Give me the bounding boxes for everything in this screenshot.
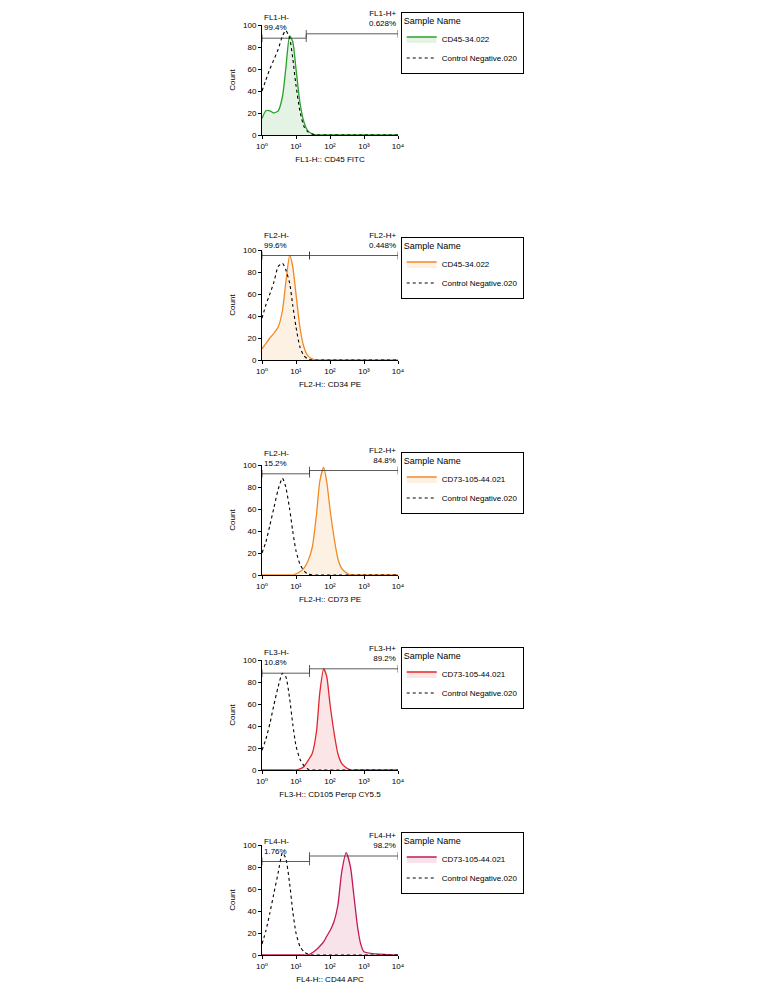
svg-text:Count: Count [228,294,237,316]
svg-text:10⁰: 10⁰ [256,582,268,591]
svg-text:10¹: 10¹ [290,777,302,786]
svg-text:FL2-H-99.6%: FL2-H-99.6% [264,231,289,250]
svg-text:100: 100 [243,656,257,665]
svg-text:100: 100 [243,246,257,255]
svg-text:10²: 10² [324,777,336,786]
svg-text:80: 80 [247,268,256,277]
svg-text:10¹: 10¹ [290,142,302,151]
svg-text:0: 0 [252,131,257,140]
svg-text:CD73-105-44.021: CD73-105-44.021 [442,855,506,864]
svg-text:40: 40 [247,87,256,96]
svg-text:60: 60 [247,700,256,709]
svg-text:10⁴: 10⁴ [392,777,405,786]
svg-text:CD73-105-44.021: CD73-105-44.021 [442,670,506,679]
svg-text:20: 20 [247,929,256,938]
svg-text:Sample Name: Sample Name [404,17,461,27]
svg-text:Control Negative.020: Control Negative.020 [442,874,518,883]
svg-text:60: 60 [247,290,256,299]
svg-text:Control Negative.020: Control Negative.020 [442,279,518,288]
svg-text:10²: 10² [324,367,336,376]
svg-text:10⁰: 10⁰ [256,777,268,786]
svg-text:FL2-H+84.8%: FL2-H+84.8% [369,446,396,465]
svg-text:Control Negative.020: Control Negative.020 [442,494,518,503]
svg-text:10³: 10³ [358,367,370,376]
svg-text:FL4-H+98.2%: FL4-H+98.2% [369,831,396,850]
svg-text:20: 20 [247,109,256,118]
svg-text:CD73-105-44.021: CD73-105-44.021 [442,475,506,484]
svg-text:CD45-34.022: CD45-34.022 [442,35,490,44]
svg-text:FL2-H+0.448%: FL2-H+0.448% [369,231,396,250]
svg-text:FL4-H:: CD44 APC: FL4-H:: CD44 APC [296,975,364,984]
svg-text:10²: 10² [324,142,336,151]
svg-text:0: 0 [252,571,257,580]
svg-text:10⁴: 10⁴ [392,142,405,151]
svg-text:10¹: 10¹ [290,582,302,591]
svg-text:0: 0 [252,766,257,775]
svg-text:10⁴: 10⁴ [392,582,405,591]
svg-text:10²: 10² [324,962,336,971]
svg-text:80: 80 [247,43,256,52]
svg-text:FL3-H:: CD105 Percp CY5.5: FL3-H:: CD105 Percp CY5.5 [279,790,381,799]
svg-text:100: 100 [243,461,257,470]
svg-text:40: 40 [247,722,256,731]
svg-text:80: 80 [247,863,256,872]
svg-text:100: 100 [243,21,257,30]
svg-text:10³: 10³ [358,962,370,971]
svg-text:FL3-H+89.2%: FL3-H+89.2% [369,644,396,663]
svg-text:Sample Name: Sample Name [404,837,461,847]
svg-text:FL1-H+0.628%: FL1-H+0.628% [369,9,396,28]
svg-text:80: 80 [247,678,256,687]
svg-text:10⁰: 10⁰ [256,962,268,971]
svg-text:Sample Name: Sample Name [404,652,461,662]
svg-text:40: 40 [247,312,256,321]
svg-text:Count: Count [228,509,237,531]
svg-text:Count: Count [228,889,237,911]
svg-text:100: 100 [243,841,257,850]
svg-text:60: 60 [247,505,256,514]
svg-text:10³: 10³ [358,582,370,591]
svg-text:0: 0 [252,951,257,960]
svg-text:Control Negative.020: Control Negative.020 [442,689,518,698]
svg-text:Control Negative.020: Control Negative.020 [442,54,518,63]
svg-text:10⁴: 10⁴ [392,367,405,376]
svg-text:FL2-H:: CD34 PE: FL2-H:: CD34 PE [299,380,361,389]
svg-text:10³: 10³ [358,777,370,786]
svg-text:10⁰: 10⁰ [256,367,268,376]
svg-text:20: 20 [247,744,256,753]
svg-text:FL2-H-15.2%: FL2-H-15.2% [264,449,289,468]
svg-text:10¹: 10¹ [290,962,302,971]
svg-text:Sample Name: Sample Name [404,242,461,252]
svg-text:10⁴: 10⁴ [392,962,405,971]
svg-text:FL3-H-10.8%: FL3-H-10.8% [264,648,289,667]
svg-text:40: 40 [247,527,256,536]
svg-text:FL1-H:: CD45 FITC: FL1-H:: CD45 FITC [295,155,365,164]
svg-text:CD45-34.022: CD45-34.022 [442,260,490,269]
svg-text:Sample Name: Sample Name [404,457,461,467]
svg-text:10⁰: 10⁰ [256,142,268,151]
svg-text:0: 0 [252,356,257,365]
svg-text:80: 80 [247,483,256,492]
svg-text:20: 20 [247,549,256,558]
svg-text:FL4-H-1.76%: FL4-H-1.76% [264,837,289,856]
svg-text:10¹: 10¹ [290,367,302,376]
svg-text:60: 60 [247,885,256,894]
svg-text:FL2-H:: CD73 PE: FL2-H:: CD73 PE [299,595,361,604]
svg-text:60: 60 [247,65,256,74]
svg-text:20: 20 [247,334,256,343]
svg-text:Count: Count [228,704,237,726]
svg-text:Count: Count [228,69,237,91]
svg-text:40: 40 [247,907,256,916]
svg-text:10²: 10² [324,582,336,591]
svg-text:10³: 10³ [358,142,370,151]
svg-text:FL1-H-99.4%: FL1-H-99.4% [264,13,289,32]
